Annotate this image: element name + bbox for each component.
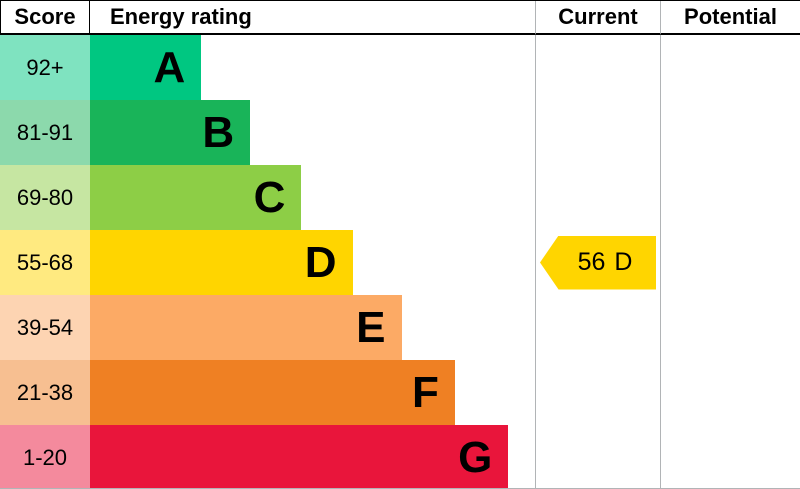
- score-range-a: 92+: [0, 35, 90, 100]
- band-row-d: 55-68 D 56 D: [0, 230, 800, 295]
- bar-track-f: F: [90, 360, 535, 425]
- potential-cell-b: [660, 100, 800, 165]
- header-potential: Potential: [660, 1, 800, 35]
- bar-track-e: E: [90, 295, 535, 360]
- band-bar-e: E: [90, 295, 402, 360]
- score-range-b: 81-91: [0, 100, 90, 165]
- band-bar-a: A: [90, 35, 202, 100]
- current-rating-value: 56: [577, 248, 606, 276]
- band-row-a: 92+ A: [0, 35, 800, 100]
- bar-track-c: C: [90, 165, 535, 230]
- current-rating-letter: D: [614, 248, 633, 276]
- potential-cell-e: [660, 295, 800, 360]
- current-rating-marker: 56 D: [540, 235, 656, 290]
- band-row-f: 21-38 F: [0, 360, 800, 425]
- header-score: Score: [0, 1, 90, 35]
- current-cell-g: [535, 425, 660, 488]
- band-bar-f: F: [90, 360, 455, 425]
- potential-cell-c: [660, 165, 800, 230]
- current-cell-f: [535, 360, 660, 425]
- bar-track-g: G: [90, 425, 535, 488]
- bar-track-d: D: [90, 230, 535, 295]
- band-row-g: 1-20 G: [0, 425, 800, 488]
- bar-track-a: A: [90, 35, 535, 100]
- current-cell-c: [535, 165, 660, 230]
- band-row-e: 39-54 E: [0, 295, 800, 360]
- band-bar-d: D: [90, 230, 353, 295]
- band-letter-e: E: [356, 302, 386, 352]
- bar-track-b: B: [90, 100, 535, 165]
- band-row-b: 81-91 B: [0, 100, 800, 165]
- band-letter-g: G: [458, 432, 493, 482]
- potential-cell-f: [660, 360, 800, 425]
- band-letter-b: B: [202, 107, 235, 157]
- band-row-c: 69-80 C: [0, 165, 800, 230]
- score-range-f: 21-38: [0, 360, 90, 425]
- band-bar-b: B: [90, 100, 251, 165]
- score-range-e: 39-54: [0, 295, 90, 360]
- current-cell-a: [535, 35, 660, 100]
- current-cell-b: [535, 100, 660, 165]
- header-energy-rating: Energy rating: [90, 1, 535, 35]
- band-bar-g: G: [90, 425, 509, 488]
- score-range-c: 69-80: [0, 165, 90, 230]
- potential-cell-a: [660, 35, 800, 100]
- chart-header-row: Score Energy rating Current Potential: [0, 1, 800, 35]
- current-cell-d: 56 D: [535, 230, 660, 295]
- header-current: Current: [535, 1, 660, 35]
- band-letter-f: F: [412, 367, 439, 417]
- band-letter-c: C: [253, 172, 286, 222]
- potential-cell-d: [660, 230, 800, 295]
- score-range-d: 55-68: [0, 230, 90, 295]
- band-letter-a: A: [153, 42, 186, 92]
- band-bar-c: C: [90, 165, 302, 230]
- potential-cell-g: [660, 425, 800, 488]
- current-cell-e: [535, 295, 660, 360]
- band-letter-d: D: [304, 237, 337, 287]
- score-range-g: 1-20: [0, 425, 90, 488]
